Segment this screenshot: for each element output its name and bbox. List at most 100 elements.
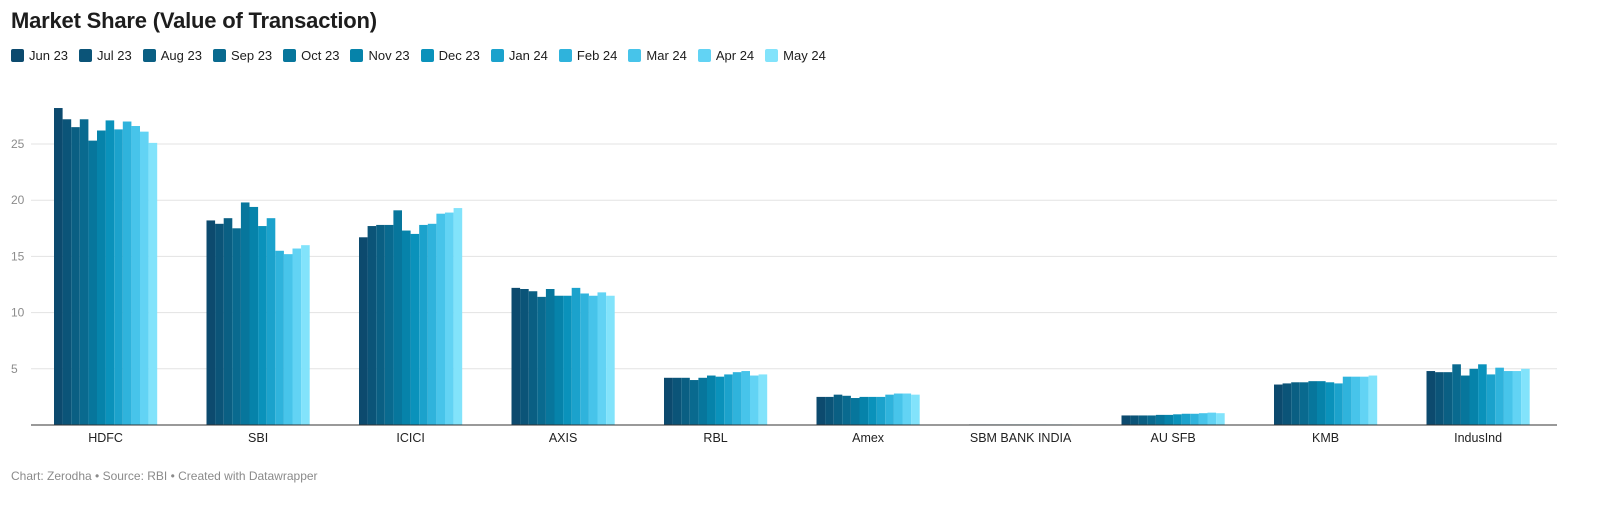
x-tick-label: HDFC <box>88 431 123 445</box>
bar <box>563 295 572 425</box>
legend-item: Aug 23 <box>142 48 202 63</box>
legend-swatch <box>490 49 504 62</box>
bar <box>816 396 826 425</box>
legend-label: Jul 23 <box>97 48 132 63</box>
legend-item: Mar 24 <box>628 48 687 63</box>
bar <box>1317 381 1326 425</box>
bar <box>71 127 80 425</box>
bar <box>240 202 250 425</box>
legend-swatch <box>283 49 297 62</box>
bar <box>1274 384 1283 425</box>
bar <box>732 372 742 425</box>
legend-item: Dec 23 <box>420 48 480 63</box>
y-tick-label: 20 <box>11 193 25 207</box>
bar <box>859 396 869 425</box>
legend-label: Jun 23 <box>29 48 69 63</box>
legend-item: Sep 23 <box>212 48 272 63</box>
bar <box>511 287 521 425</box>
bar <box>1443 372 1453 425</box>
bar <box>114 129 123 425</box>
bar <box>902 393 912 425</box>
bar <box>664 377 673 425</box>
chart-title: Market Share (Value of Transaction) <box>11 8 377 33</box>
x-tick-label: ICICI <box>396 431 424 445</box>
bar <box>580 293 589 425</box>
legend-item: Jul 23 <box>79 48 132 63</box>
bar <box>453 208 463 425</box>
bar <box>1121 415 1131 425</box>
bar <box>1495 367 1504 425</box>
bar <box>1521 368 1530 425</box>
bar <box>1198 413 1208 425</box>
x-tick-label: IndusInd <box>1454 431 1502 445</box>
bar <box>885 394 894 425</box>
legend-swatch <box>142 49 156 62</box>
chart-legend: Jun 23 Jul 23 Aug 23 Sep 23 Oct 23 Nov 23 Dec … <box>11 48 837 63</box>
bar <box>367 226 377 425</box>
legend-label: Jan 24 <box>508 48 548 63</box>
legend-label: Nov 23 <box>368 48 410 63</box>
bar <box>249 206 259 425</box>
bar <box>724 374 733 425</box>
legend-item: Nov 23 <box>350 48 410 63</box>
legend-item: Jan 24 <box>490 48 548 63</box>
bar <box>571 287 581 425</box>
legend-label: Aug 23 <box>160 48 202 63</box>
legend-label: Apr 24 <box>715 48 755 63</box>
bar <box>1216 413 1225 425</box>
legend-label: Dec 23 <box>438 48 480 63</box>
bar <box>1282 383 1292 425</box>
bar <box>868 396 877 425</box>
bar <box>825 396 834 425</box>
y-tick-label: 15 <box>11 249 25 263</box>
legend-swatch <box>628 49 642 62</box>
bar <box>833 394 843 425</box>
bar <box>206 220 216 425</box>
bar <box>1503 371 1513 425</box>
bar <box>1486 374 1496 425</box>
bar <box>376 224 385 425</box>
bar <box>359 237 368 425</box>
legend-item: May 24 <box>765 48 826 63</box>
bar <box>528 291 538 425</box>
bar <box>410 233 420 425</box>
chart-footer: Chart: Zerodha • Source: RBI • Created w… <box>11 469 318 483</box>
bar <box>1147 415 1156 425</box>
legend-label: Mar 24 <box>646 48 687 63</box>
bar <box>223 218 233 425</box>
legend-item: Apr 24 <box>697 48 755 63</box>
bar <box>681 377 690 425</box>
bar <box>1460 375 1470 425</box>
legend-label: Feb 24 <box>576 48 618 63</box>
bar <box>122 121 132 426</box>
bar <box>402 230 411 425</box>
x-tick-label: Amex <box>852 431 885 445</box>
bar <box>520 289 529 425</box>
bar <box>1207 412 1217 425</box>
bar <box>148 142 158 425</box>
bar <box>1469 368 1479 425</box>
bar <box>232 228 241 425</box>
bar <box>1334 383 1343 425</box>
bar <box>1291 382 1300 425</box>
y-tick-label: 10 <box>11 306 25 320</box>
bar <box>1190 413 1199 425</box>
legend-swatch <box>420 49 434 62</box>
bar <box>606 295 615 425</box>
bar <box>258 226 267 425</box>
legend-item: Jun 23 <box>11 48 68 63</box>
y-tick-label: 25 <box>11 137 25 151</box>
bar <box>215 223 224 425</box>
legend-item: Oct 23 <box>283 48 339 63</box>
bar <box>741 371 750 425</box>
legend-label: May 24 <box>783 48 826 63</box>
bar <box>1351 376 1360 425</box>
bar <box>1426 371 1436 425</box>
bar <box>1512 371 1522 425</box>
bar <box>1325 382 1335 425</box>
bar <box>850 398 860 425</box>
bar <box>911 394 920 425</box>
bar <box>283 254 293 425</box>
bar <box>131 126 140 426</box>
